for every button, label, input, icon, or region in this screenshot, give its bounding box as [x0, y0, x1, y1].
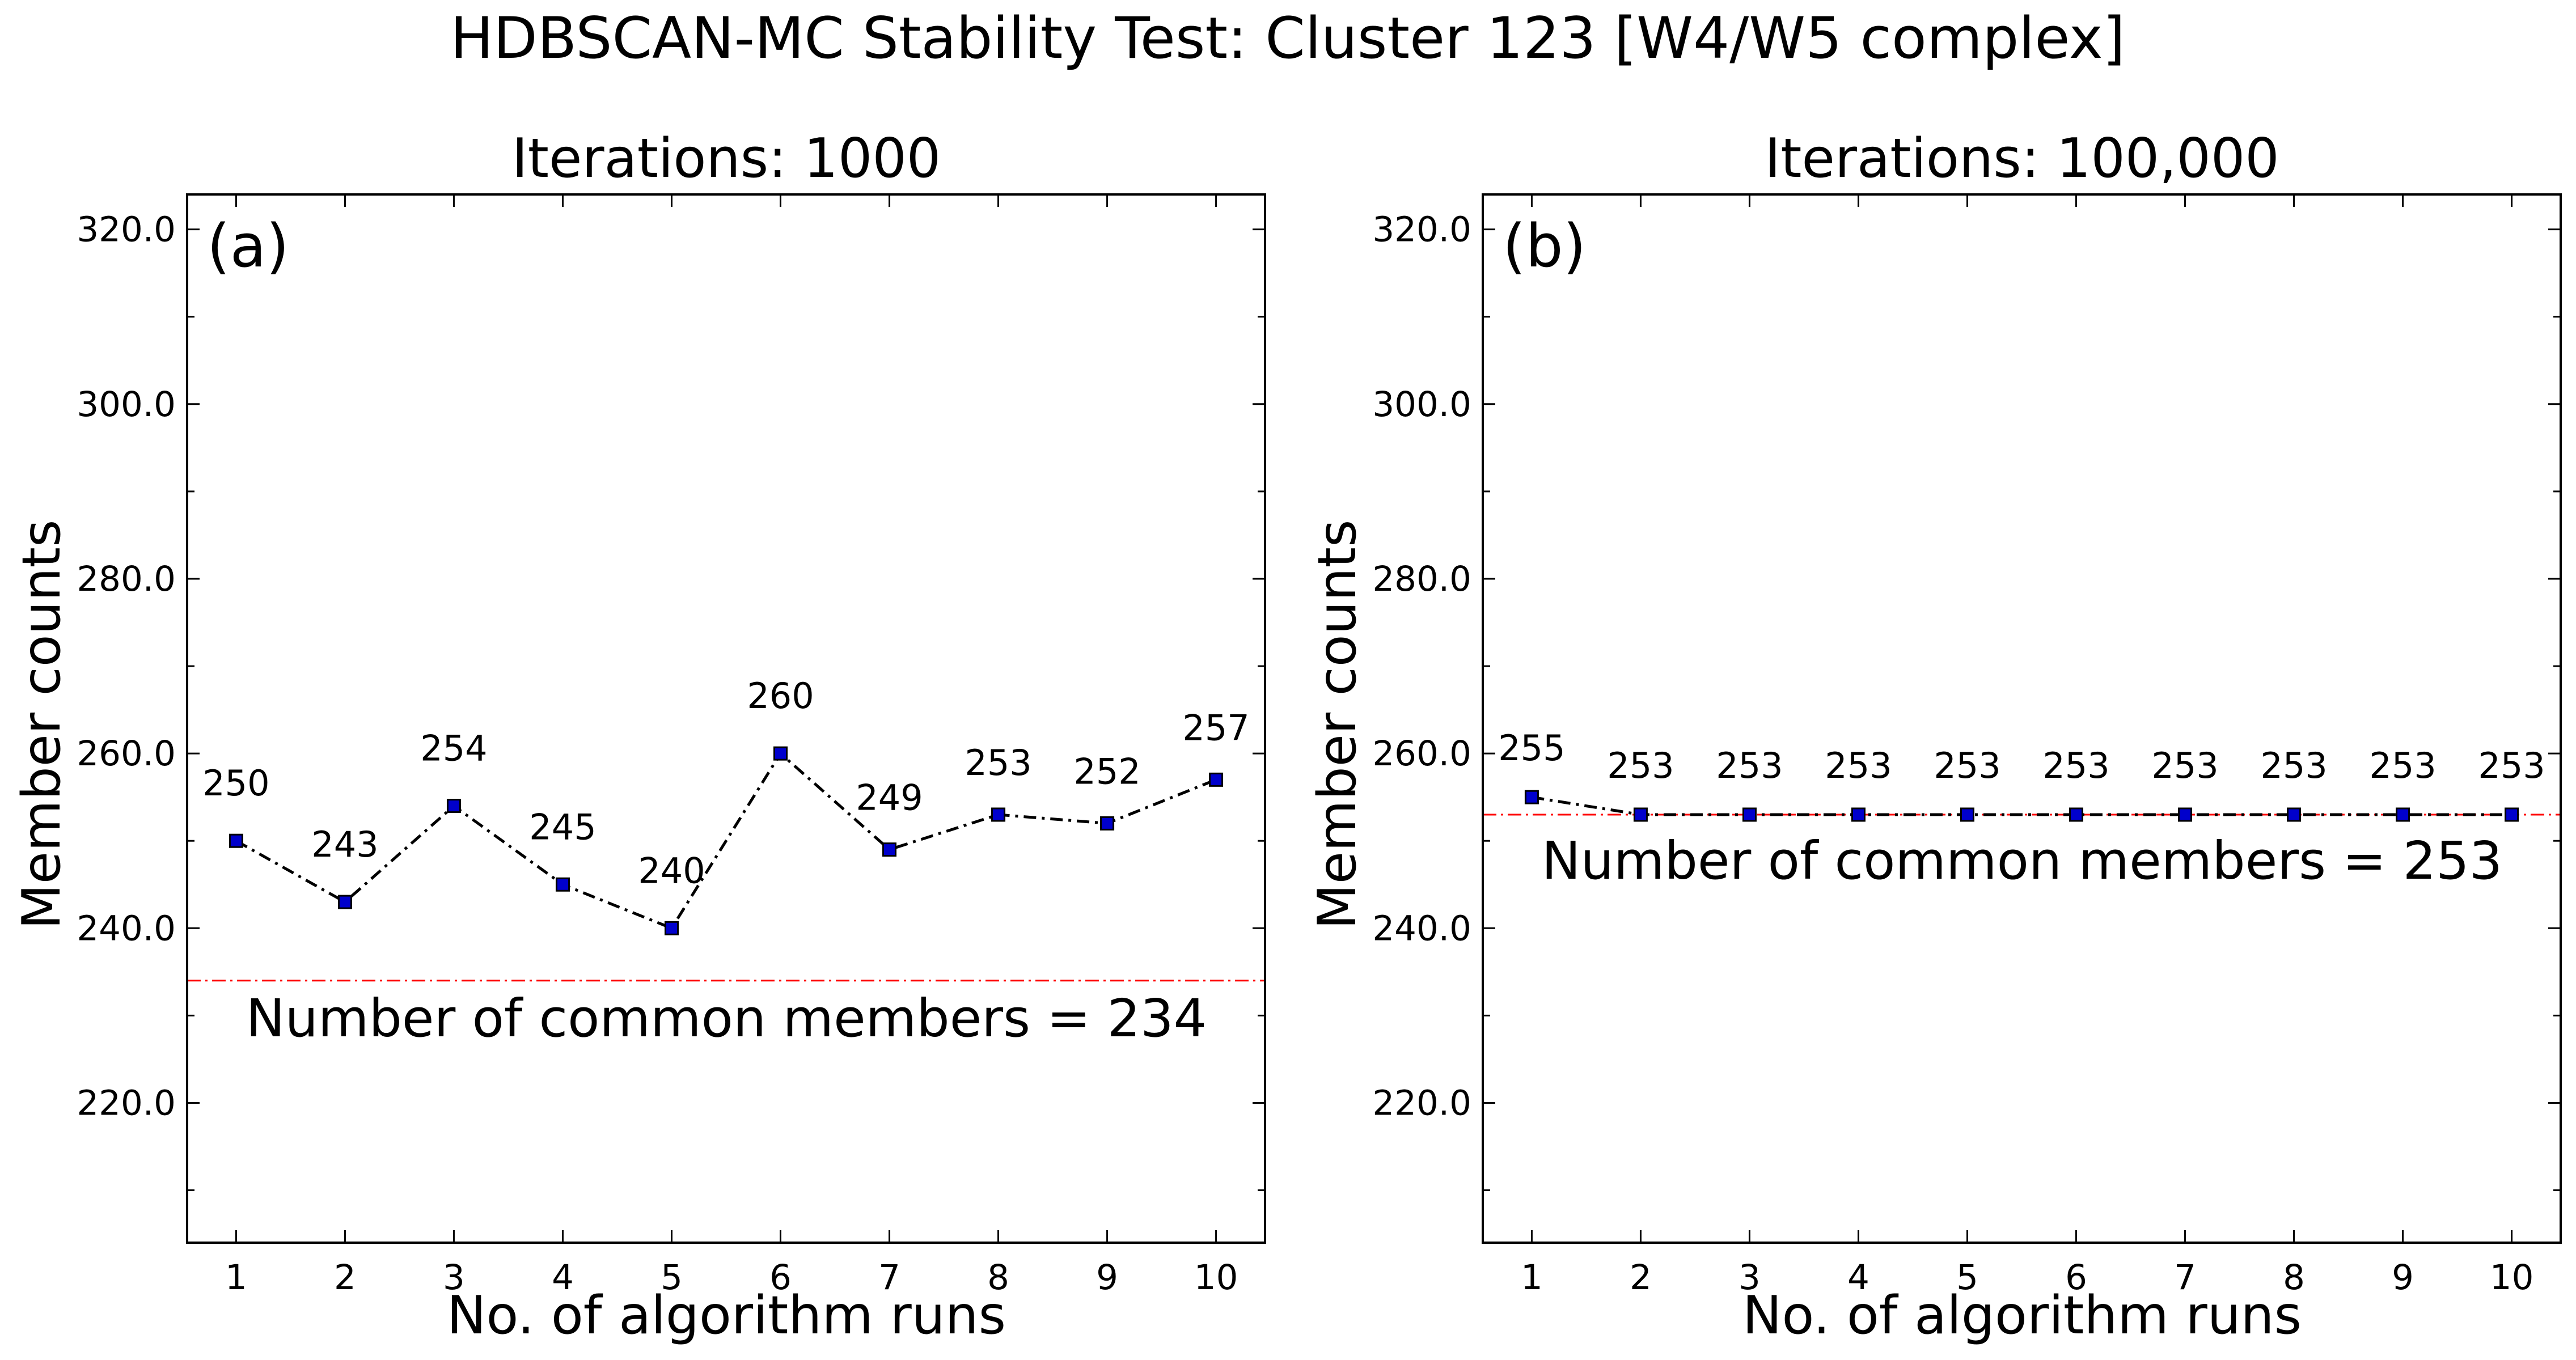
panel-b-data-label: 253	[2042, 745, 2109, 786]
panel-b-x-tick-label: 5	[1956, 1257, 1978, 1298]
panel-a-data-point	[337, 895, 352, 909]
panel-a-data-point	[446, 799, 461, 814]
panel-a-x-tick-label: 1	[225, 1257, 247, 1298]
panel-a-data-label: 240	[638, 850, 705, 891]
panel-a-data-label: 249	[856, 777, 923, 819]
panel-b-y-tick-label: 220.0	[1372, 1083, 1471, 1123]
panel-a-x-tick-label: 5	[661, 1257, 683, 1298]
panel-a-frame	[186, 193, 1266, 1244]
panel-a-x-axis-label: No. of algorithm runs	[447, 1285, 1006, 1346]
panel-a-data-point	[555, 877, 570, 892]
panel-b-data-label: 253	[2151, 745, 2218, 786]
panel-b-ticks: 1 2 3 4 5 6 7 8 9 10 220.0 240.0 260.0 280.0 300.0 320.…	[1372, 194, 2561, 1298]
panel-a-x-tick-label: 10	[1194, 1257, 1238, 1298]
panel-b-data-label: 253	[1716, 745, 1783, 786]
panel-a-y-tick-label: 280.0	[77, 559, 176, 599]
panel-b-data-point	[1524, 790, 1539, 804]
panel-a-x-tick-label: 3	[443, 1257, 465, 1298]
panel-a-data-labels: 250 243 254 245 240 260 249 253 252 257	[202, 675, 1250, 891]
panel-b-series-line	[1532, 795, 2512, 816]
panel-a-title: Iterations: 1000	[512, 128, 941, 190]
panel-a-data-label: 252	[1073, 751, 1140, 792]
panel-a-data-point	[773, 746, 788, 761]
panel-b-data-point	[1633, 807, 1648, 822]
panel-a-tag: (a)	[207, 211, 289, 281]
panel-b-y-tick-label: 320.0	[1372, 210, 1471, 250]
panel-a-reference-label: Number of common members = 234	[246, 988, 1207, 1049]
panel-a-data-label: 245	[529, 806, 596, 848]
panel-b-y-tick-label: 240.0	[1372, 908, 1471, 948]
panel-a-series-line	[235, 751, 1217, 930]
panel-a-data-point	[991, 807, 1006, 822]
panel-a-x-tick-label: 8	[987, 1257, 1009, 1298]
panel-b-frame	[1482, 193, 2562, 1244]
panel-a-markers	[229, 746, 1224, 935]
panel-a-data-label: 260	[747, 675, 814, 717]
panel-a-y-tick-label: 260.0	[77, 734, 176, 774]
panel-b-tag: (b)	[1503, 211, 1586, 281]
panel-b-data-label: 253	[2478, 745, 2545, 786]
panel-a-y-tick-label: 320.0	[77, 210, 176, 250]
panel-a-data-point	[882, 842, 897, 857]
panel-b-data-point	[2396, 807, 2410, 822]
panel-a-ticks: 1 2 3 4 5 6 7 8 9 10 220.0 240.0 260.0 280.0 300.0 320.…	[77, 194, 1265, 1298]
panel-b-data-point	[2287, 807, 2302, 822]
panel-b-x-tick-label: 6	[2065, 1257, 2087, 1298]
panel-b-data-label: 253	[2260, 745, 2327, 786]
panel-b-x-tick-label: 3	[1739, 1257, 1761, 1298]
panel-b-data-label: 253	[2369, 745, 2436, 786]
panel-b-data-point	[2069, 807, 2084, 822]
panel-b-y-tick-label: 280.0	[1372, 559, 1471, 599]
panel-b-reference-label: Number of common members = 253	[1542, 831, 2502, 891]
panel-b-x-tick-label: 10	[2490, 1257, 2534, 1298]
panel-a-x-tick-label: 6	[769, 1257, 792, 1298]
panel-a-data-point	[229, 833, 243, 848]
panel-b-y-tick-label: 300.0	[1372, 384, 1471, 425]
panel-b-data-labels: 255 253 253 253 253 253 253 253 253 253	[1498, 727, 2545, 786]
panel-b-data-label: 253	[1607, 745, 1674, 786]
panel-b-data-point	[2505, 807, 2519, 822]
panel-b: Iterations: 100,000 (b) Member counts No…	[1306, 128, 2562, 1346]
panel-a-data-point	[1100, 816, 1115, 831]
panel-a-data-label: 253	[965, 742, 1031, 783]
panel-a-y-axis-label: Member counts	[11, 520, 72, 930]
panel-b-data-point	[1960, 807, 1974, 822]
panel-a-data-label: 254	[420, 728, 487, 769]
panel-b-title: Iterations: 100,000	[1765, 128, 2279, 190]
panel-b-data-label: 253	[1825, 745, 1892, 786]
panel-a-y-tick-label: 240.0	[77, 908, 176, 948]
panel-b-data-label: 255	[1498, 727, 1565, 769]
panel-a-y-tick-label: 220.0	[77, 1083, 176, 1123]
panel-a-x-tick-label: 7	[878, 1257, 900, 1298]
panel-a-data-label: 250	[202, 762, 269, 804]
panel-b-x-tick-label: 2	[1630, 1257, 1652, 1298]
panel-b-data-point	[1742, 807, 1757, 822]
panel-a-x-tick-label: 4	[552, 1257, 574, 1298]
panel-b-x-tick-label: 8	[2283, 1257, 2305, 1298]
panel-b-x-tick-label: 1	[1521, 1257, 1543, 1298]
panel-b-x-axis-label: No. of algorithm runs	[1742, 1285, 2302, 1346]
panel-a-y-tick-label: 300.0	[77, 384, 176, 425]
panel-a-data-point	[664, 921, 679, 935]
panel-b-markers	[1524, 790, 2519, 822]
panel-b-data-label: 253	[1934, 745, 2000, 786]
panel-b-x-tick-label: 7	[2174, 1257, 2196, 1298]
panel-b-x-tick-label: 9	[2392, 1257, 2414, 1298]
panel-b-x-tick-label: 4	[1847, 1257, 1869, 1298]
figure-title: HDBSCAN-MC Stability Test: Cluster 123 […	[450, 5, 2125, 71]
panel-a-x-tick-label: 2	[334, 1257, 356, 1298]
panel-b-y-axis-label: Member counts	[1306, 520, 1368, 930]
panel-a-data-point	[1209, 772, 1224, 787]
panel-a-data-label: 257	[1182, 707, 1249, 748]
panel-b-data-point	[1851, 807, 1866, 822]
panel-a: Iterations: 1000 (a) Member counts No. o…	[11, 128, 1266, 1346]
panel-b-data-point	[2178, 807, 2193, 822]
panel-b-y-tick-label: 260.0	[1372, 734, 1471, 774]
panel-a-x-tick-label: 9	[1096, 1257, 1118, 1298]
panel-a-data-label: 243	[311, 824, 378, 865]
